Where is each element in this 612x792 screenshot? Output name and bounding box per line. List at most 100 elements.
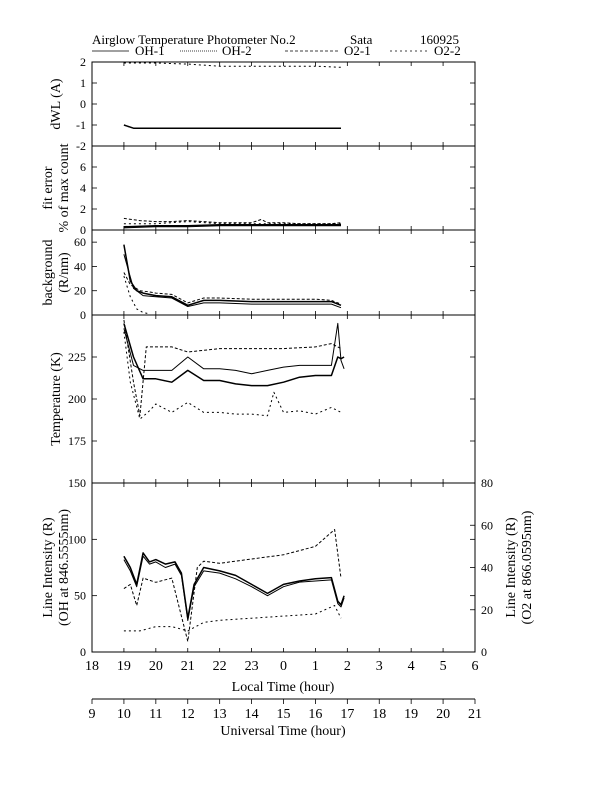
universal-time-tick-label: 16 <box>308 707 322 722</box>
y-right-axis-label: Line Intensity (R) <box>504 517 519 618</box>
local-time-axis-label: Local Time (hour) <box>232 680 335 695</box>
series-line-oh-2 <box>123 322 345 375</box>
panel-temperature: 175 200 225 Temperature (K) <box>49 314 476 484</box>
series-group <box>123 319 345 420</box>
series-line-o2-2 <box>123 605 342 632</box>
local-time-tick-label: 21 <box>181 659 195 674</box>
y-tick-label: 100 <box>68 532 86 546</box>
y-axis-label-secondary: (OH at 846.5555nm) <box>57 509 72 626</box>
series-line-o2-1 <box>123 319 342 417</box>
universal-time-tick-label: 15 <box>277 707 291 722</box>
universal-time-tick-label: 19 <box>404 707 418 722</box>
universal-time-tick-label: 10 <box>117 707 131 722</box>
series-line-o2-2 <box>123 221 341 225</box>
y-axis-label-secondary: % of max count <box>57 143 72 232</box>
universal-time-tick-label: 17 <box>340 707 354 722</box>
series-group <box>123 529 345 642</box>
panels: -2 -1 0 1 2 dWL (A) 0 2 4 6 fit error% of max coun… <box>41 55 535 659</box>
local-time-tick-label: 4 <box>408 659 415 674</box>
local-time-tick-label: 5 <box>440 659 447 674</box>
universal-time-tick-label: 9 <box>89 707 96 722</box>
y-tick-label: 20 <box>74 284 86 298</box>
universal-time-tick-label: 13 <box>213 707 227 722</box>
y-right-tick-label: 80 <box>481 476 493 490</box>
panel-background: 0 20 40 60 background (R/nm) <box>41 229 476 322</box>
y-tick-label: 2 <box>80 202 86 216</box>
y-axis-label: dWL (A) <box>49 78 64 130</box>
legend-label-oh-2: OH-2 <box>222 43 252 58</box>
y-tick-label: 6 <box>80 160 86 174</box>
local-time-tick-label: 1 <box>312 659 319 674</box>
series-line-oh-1 <box>123 244 342 307</box>
series-line-oh-1 <box>123 552 345 619</box>
y-tick-label: -1 <box>76 118 86 132</box>
date-label: 160925 <box>420 32 459 47</box>
site-name: Sata <box>350 32 373 47</box>
figure-header: Airglow Temperature Photometer No.2 Sata… <box>92 32 459 47</box>
series-line-oh-1 <box>123 323 345 387</box>
y-right-tick-label: 40 <box>481 561 493 575</box>
panel-frame <box>91 145 476 231</box>
local-time-tick-label: 6 <box>472 659 479 674</box>
universal-time-tick-label: 12 <box>181 707 195 722</box>
series-legend: OH-1 OH-2 O2-1 O2-2 <box>92 43 461 58</box>
y-tick-label: 4 <box>80 181 86 195</box>
y-tick-label: 175 <box>68 434 86 448</box>
universal-time-tick-label: 20 <box>436 707 450 722</box>
y-tick-label: -2 <box>76 139 86 153</box>
y-right-tick-label: 60 <box>481 518 493 532</box>
y-right-tick-label: 20 <box>481 603 493 617</box>
series-line-o2-1 <box>123 217 342 225</box>
series-line-oh-1 <box>123 224 341 228</box>
y-tick-label: 0 <box>80 223 86 237</box>
local-time-tick-label: 19 <box>117 659 131 674</box>
y-tick-label: 50 <box>74 589 86 603</box>
series-line-o2-1 <box>123 272 342 305</box>
series-line-o2-2 <box>123 62 342 68</box>
panel-frame <box>91 61 476 147</box>
y-tick-label: 0 <box>80 97 86 111</box>
y-tick-label: 60 <box>74 235 86 249</box>
series-line-o2-2 <box>123 275 150 315</box>
local-time-tick-label: 20 <box>149 659 163 674</box>
series-group <box>123 217 342 229</box>
y-right-tick-label: 0 <box>481 645 487 659</box>
series-line-oh-2 <box>123 225 341 229</box>
legend-label-o2-2: O2-2 <box>434 43 461 58</box>
legend-label-o2-1: O2-1 <box>344 43 371 58</box>
series-line-oh-2 <box>123 555 345 621</box>
local-time-tick-label: 0 <box>280 659 287 674</box>
y-axis-label-secondary: (R/nm) <box>57 252 72 293</box>
universal-time-tick-label: 21 <box>468 707 482 722</box>
figure-title: Airglow Temperature Photometer No.2 <box>92 32 296 47</box>
legend-label-oh-1: OH-1 <box>135 43 165 58</box>
local-time-tick-label: 23 <box>245 659 259 674</box>
y-tick-label: 0 <box>80 308 86 322</box>
y-tick-label: 225 <box>68 350 86 364</box>
y-axis-label: background <box>41 239 56 305</box>
series-line-o2-1 <box>123 529 342 642</box>
y-tick-label: 40 <box>74 259 86 273</box>
series-line-oh-1 <box>123 124 341 129</box>
panel-fit-error: 0 2 4 6 fit error% of max count <box>41 143 476 237</box>
y-axis-label: Line Intensity (R) <box>41 517 56 618</box>
y-tick-label: 1 <box>80 76 86 90</box>
series-group <box>123 244 342 315</box>
y-right-axis-label-secondary: (O2 at 866.0595nm) <box>520 510 535 624</box>
series-line-oh-2 <box>123 254 342 309</box>
universal-time-tick-label: 11 <box>149 707 162 722</box>
panel-frame <box>91 482 476 653</box>
local-time-tick-label: 2 <box>344 659 351 674</box>
y-tick-label: 0 <box>80 645 86 659</box>
series-group <box>123 62 342 129</box>
panel-dwl: -2 -1 0 1 2 dWL (A) <box>49 55 476 153</box>
local-time-tick-label: 22 <box>213 659 227 674</box>
local-time-tick-label: 3 <box>376 659 383 674</box>
y-tick-label: 150 <box>68 476 86 490</box>
local-time-tick-label: 18 <box>85 659 99 674</box>
panel-frame <box>91 314 476 484</box>
y-tick-label: 200 <box>68 392 86 406</box>
